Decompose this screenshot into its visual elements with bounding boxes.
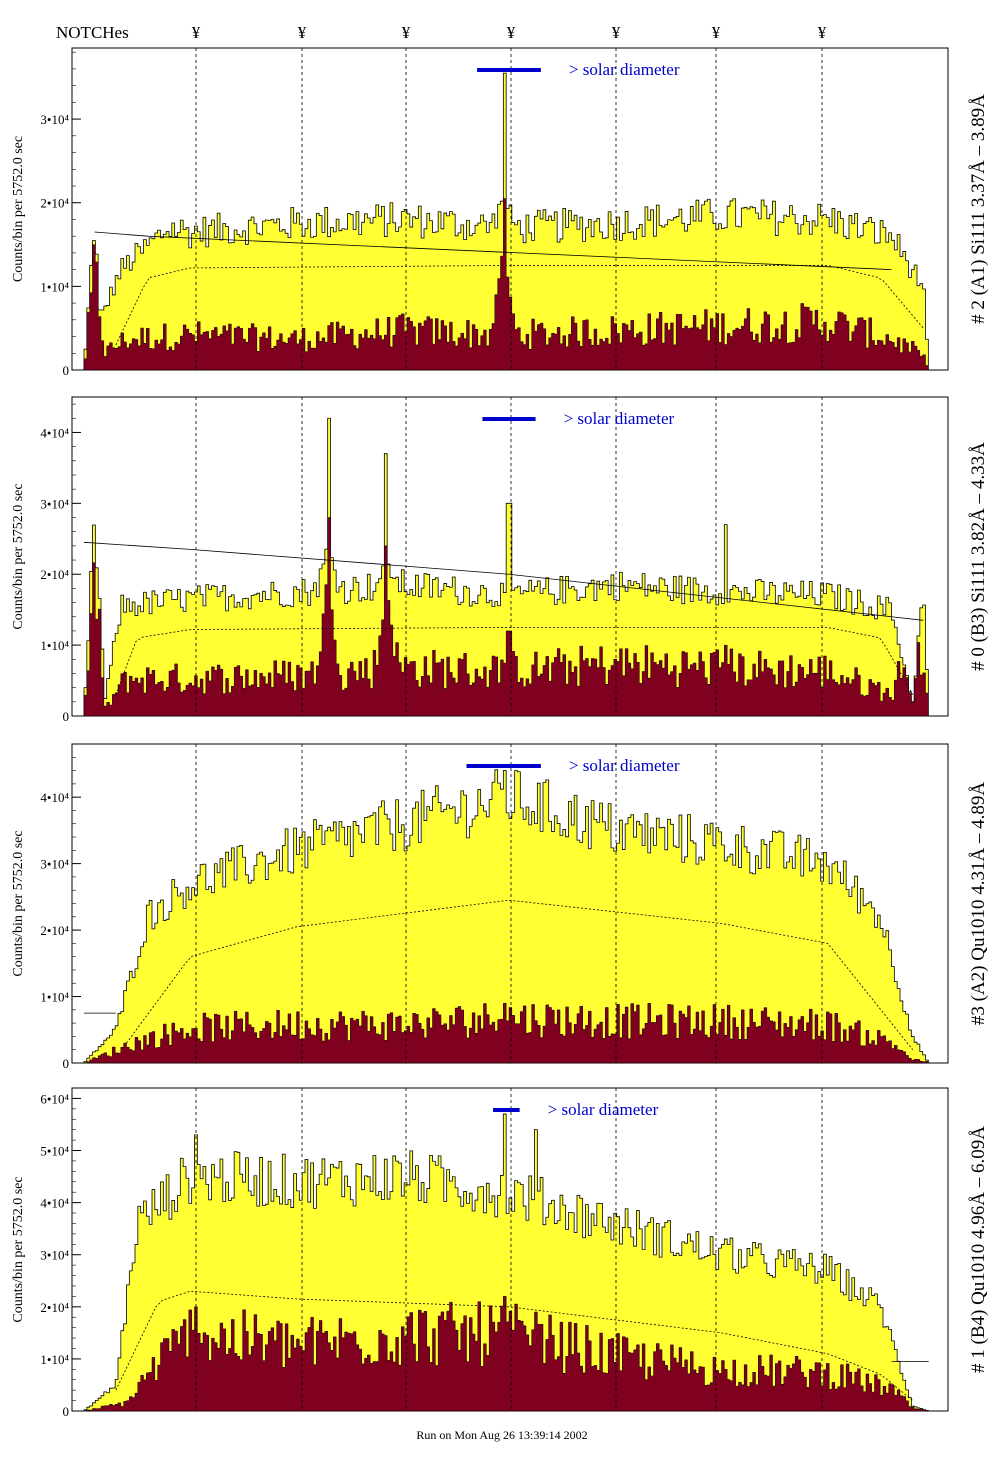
- y-tick-label: 1•10⁴: [40, 1352, 69, 1367]
- solar-diameter-label: > solar diameter: [569, 756, 680, 775]
- outer-histogram: [83, 417, 934, 717]
- notch-marker: ¥: [192, 23, 201, 42]
- solar-diameter-label: > solar diameter: [564, 409, 675, 428]
- notch-marker: ¥: [712, 23, 721, 42]
- notch-marker: ¥: [298, 23, 307, 42]
- panel-label: #3 (A2) Qu1010 4.31Å – 4.89Å: [968, 782, 989, 1026]
- y-axis-label: Counts/bin per 5752.0 sec: [11, 136, 26, 282]
- y-tick-label: 6•10⁴: [40, 1091, 69, 1106]
- y-axis-label: Counts/bin per 5752.0 sec: [11, 1176, 26, 1322]
- y-tick-label: 3•10⁴: [40, 112, 69, 127]
- run-timestamp: Run on Mon Aug 26 13:39:14 2002: [416, 1428, 588, 1442]
- y-tick-label: 2•10⁴: [40, 196, 69, 211]
- notch-marker: ¥: [612, 23, 621, 42]
- spectrum-panel: 0 1•10⁴ 2•10⁴ 3•10⁴ 4•10⁴ 5•10⁴ 6•10⁴ Counts/bi…: [11, 1087, 989, 1419]
- outer-histogram: [83, 1113, 934, 1412]
- y-tick-label: 1•10⁴: [40, 990, 69, 1005]
- solar-diameter-label: > solar diameter: [569, 60, 680, 79]
- notch-marker: ¥: [402, 23, 411, 42]
- spectrum-panel: 0 1•10⁴ 2•10⁴ 3•10⁴ 4•10⁴ Counts/bin per 5752…: [11, 743, 989, 1071]
- spectrum-panel: 0 1•10⁴ 2•10⁴ 3•10⁴ Counts/bin per 5752.0 se…: [11, 47, 989, 378]
- y-tick-label: 2•10⁴: [40, 567, 69, 582]
- outer-histogram: [83, 72, 934, 371]
- y-tick-label: 0: [63, 1404, 70, 1419]
- y-tick-label: 2•10⁴: [40, 923, 69, 938]
- panel-label: # 1 (B4) Qu1010 4.96Å – 6.09Å: [968, 1126, 989, 1373]
- y-tick-label: 0: [63, 363, 70, 378]
- panel-label: # 0 (B3) Si111 3.82Å – 4.33Å: [968, 442, 989, 671]
- y-tick-label: 3•10⁴: [40, 857, 69, 872]
- inner-histogram: [83, 198, 934, 371]
- inner-histogram: [83, 1002, 934, 1064]
- y-tick-label: 3•10⁴: [40, 496, 69, 511]
- inner-histogram: [83, 1296, 934, 1412]
- notch-label: NOTCHes: [56, 23, 129, 42]
- trend-line: [94, 231, 892, 271]
- spectrum-panel: 0 1•10⁴ 2•10⁴ 3•10⁴ 4•10⁴ Counts/bin per 5752…: [11, 396, 989, 724]
- y-tick-label: 0: [63, 709, 70, 724]
- y-tick-label: 1•10⁴: [40, 638, 69, 653]
- solar-diameter-label: > solar diameter: [548, 1100, 659, 1119]
- panel-label: # 2 (A1) Si111 3.37Å – 3.89Å: [968, 94, 989, 324]
- model-curve: [126, 900, 914, 1050]
- y-tick-label: 1•10⁴: [40, 279, 69, 294]
- y-tick-label: 5•10⁴: [40, 1144, 69, 1159]
- outer-histogram: [83, 769, 934, 1064]
- notch-marker: ¥: [818, 23, 827, 42]
- y-tick-label: 3•10⁴: [40, 1248, 69, 1263]
- y-tick-label: 2•10⁴: [40, 1300, 69, 1315]
- model-curve: [115, 1291, 914, 1401]
- model-curve: [115, 626, 914, 695]
- y-axis-label: Counts/bin per 5752.0 sec: [11, 483, 26, 629]
- model-curve: [115, 265, 924, 346]
- y-tick-label: 0: [63, 1056, 70, 1071]
- inner-histogram: [83, 517, 934, 717]
- y-tick-label: 4•10⁴: [40, 425, 69, 440]
- y-axis-label: Counts/bin per 5752.0 sec: [11, 830, 26, 976]
- notch-marker: ¥: [507, 23, 516, 42]
- y-tick-label: 4•10⁴: [40, 790, 69, 805]
- y-tick-label: 4•10⁴: [40, 1196, 69, 1211]
